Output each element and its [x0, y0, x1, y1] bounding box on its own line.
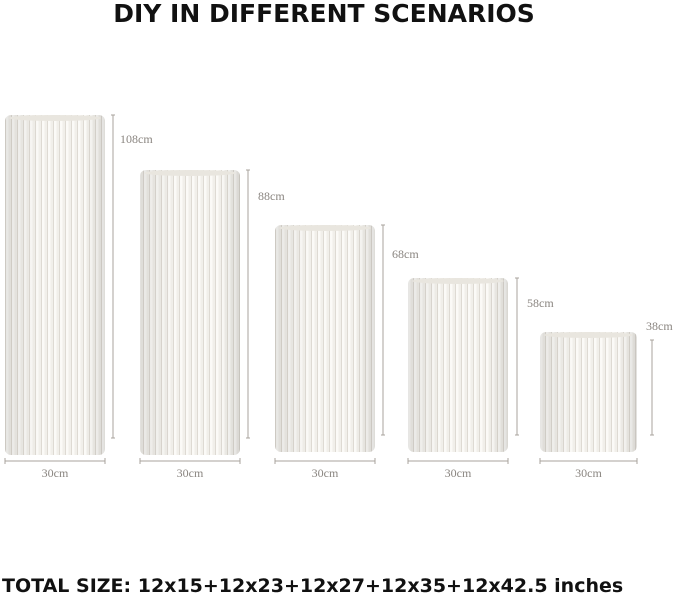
width-label: 30cm — [312, 466, 339, 480]
pillar-shade — [140, 170, 240, 455]
height-label: 58cm — [527, 296, 554, 310]
pillar-shade — [540, 332, 637, 452]
footer: TOTAL SIZE: 12x15+12x23+12x27+12x35+12x4… — [2, 575, 623, 596]
height-label: 108cm — [120, 132, 153, 146]
width-label: 30cm — [445, 466, 472, 480]
width-label: 30cm — [177, 466, 204, 480]
pillar-shade — [408, 278, 508, 452]
title: DIY IN DIFFERENT SCENARIOS — [113, 0, 535, 28]
height-label: 38cm — [646, 319, 673, 333]
pillar-shade — [5, 115, 105, 455]
width-label: 30cm — [42, 466, 69, 480]
width-label: 30cm — [575, 466, 602, 480]
pillars: 108cm 30cm 88cm 30cm 68cm 30cm 58cm 30cm 38cm 30c… — [4, 114, 673, 480]
height-label: 68cm — [392, 247, 419, 261]
pillar-top — [9, 115, 101, 121]
pillar-shade — [275, 225, 375, 452]
pillar-top — [279, 225, 371, 231]
pillar-top — [144, 170, 236, 176]
height-label: 88cm — [258, 189, 285, 203]
pillar-top — [412, 278, 504, 284]
pillar-top — [544, 332, 633, 338]
